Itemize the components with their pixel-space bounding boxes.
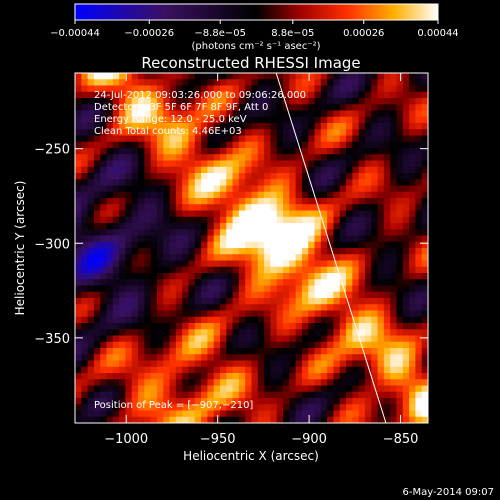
colorbar-tick-label: −0.00044 [50, 28, 100, 39]
colorbar-units: (photons cm⁻² s⁻¹ asec⁻²) [191, 41, 320, 52]
annotation-energy: Energy Range: 12.0 - 25.0 keV [94, 114, 247, 125]
colorbar-tick-label: 0.00044 [417, 28, 458, 39]
annotation-counts: Clean Total counts: 4.46E+03 [94, 126, 242, 137]
x-tick-label: −850 [383, 432, 419, 447]
y-tick-label: −300 [34, 237, 70, 252]
x-tick-label: −900 [291, 432, 327, 447]
colorbar-tick-label: 8.8e−05 [271, 28, 314, 39]
peak-position-label: Position of Peak = [−907,−210] [94, 400, 253, 411]
axis-ticks: −1000 −950 −900 −850 −250 −300 −350 [34, 73, 428, 447]
chart-title: Reconstructed RHESSI Image [141, 54, 360, 72]
solar-limb-line [275, 73, 387, 423]
annotation-time: 24-Jul-2012 09:03:26.000 to 09:06:26.000 [94, 90, 306, 101]
y-tick-label: −250 [34, 143, 70, 158]
colorbar-ticks: −0.00044 −0.00026 −8.8e−05 8.8e−05 0.00026 0.… [50, 20, 459, 39]
annotation-detectors: Detectors: 3F 5F 6F 7F 8F 9F, Att 0 [94, 102, 268, 113]
y-axis-label: Heliocentric Y (arcsec) [13, 181, 27, 316]
x-axis-label: Heliocentric X (arcsec) [183, 449, 319, 463]
colorbar [74, 3, 439, 21]
heatmap-image [75, 73, 428, 423]
y-tick-label: −350 [34, 332, 70, 347]
date-stamp: 6-May-2014 09:07 [402, 487, 494, 498]
x-tick-label: −1000 [104, 432, 148, 447]
x-tick-label: −950 [200, 432, 236, 447]
plot-frame [74, 72, 429, 424]
colorbar-tick-label: −8.8e−05 [194, 28, 246, 39]
colorbar-tick-label: 0.00026 [343, 28, 384, 39]
colorbar-tick-label: −0.00026 [124, 28, 174, 39]
